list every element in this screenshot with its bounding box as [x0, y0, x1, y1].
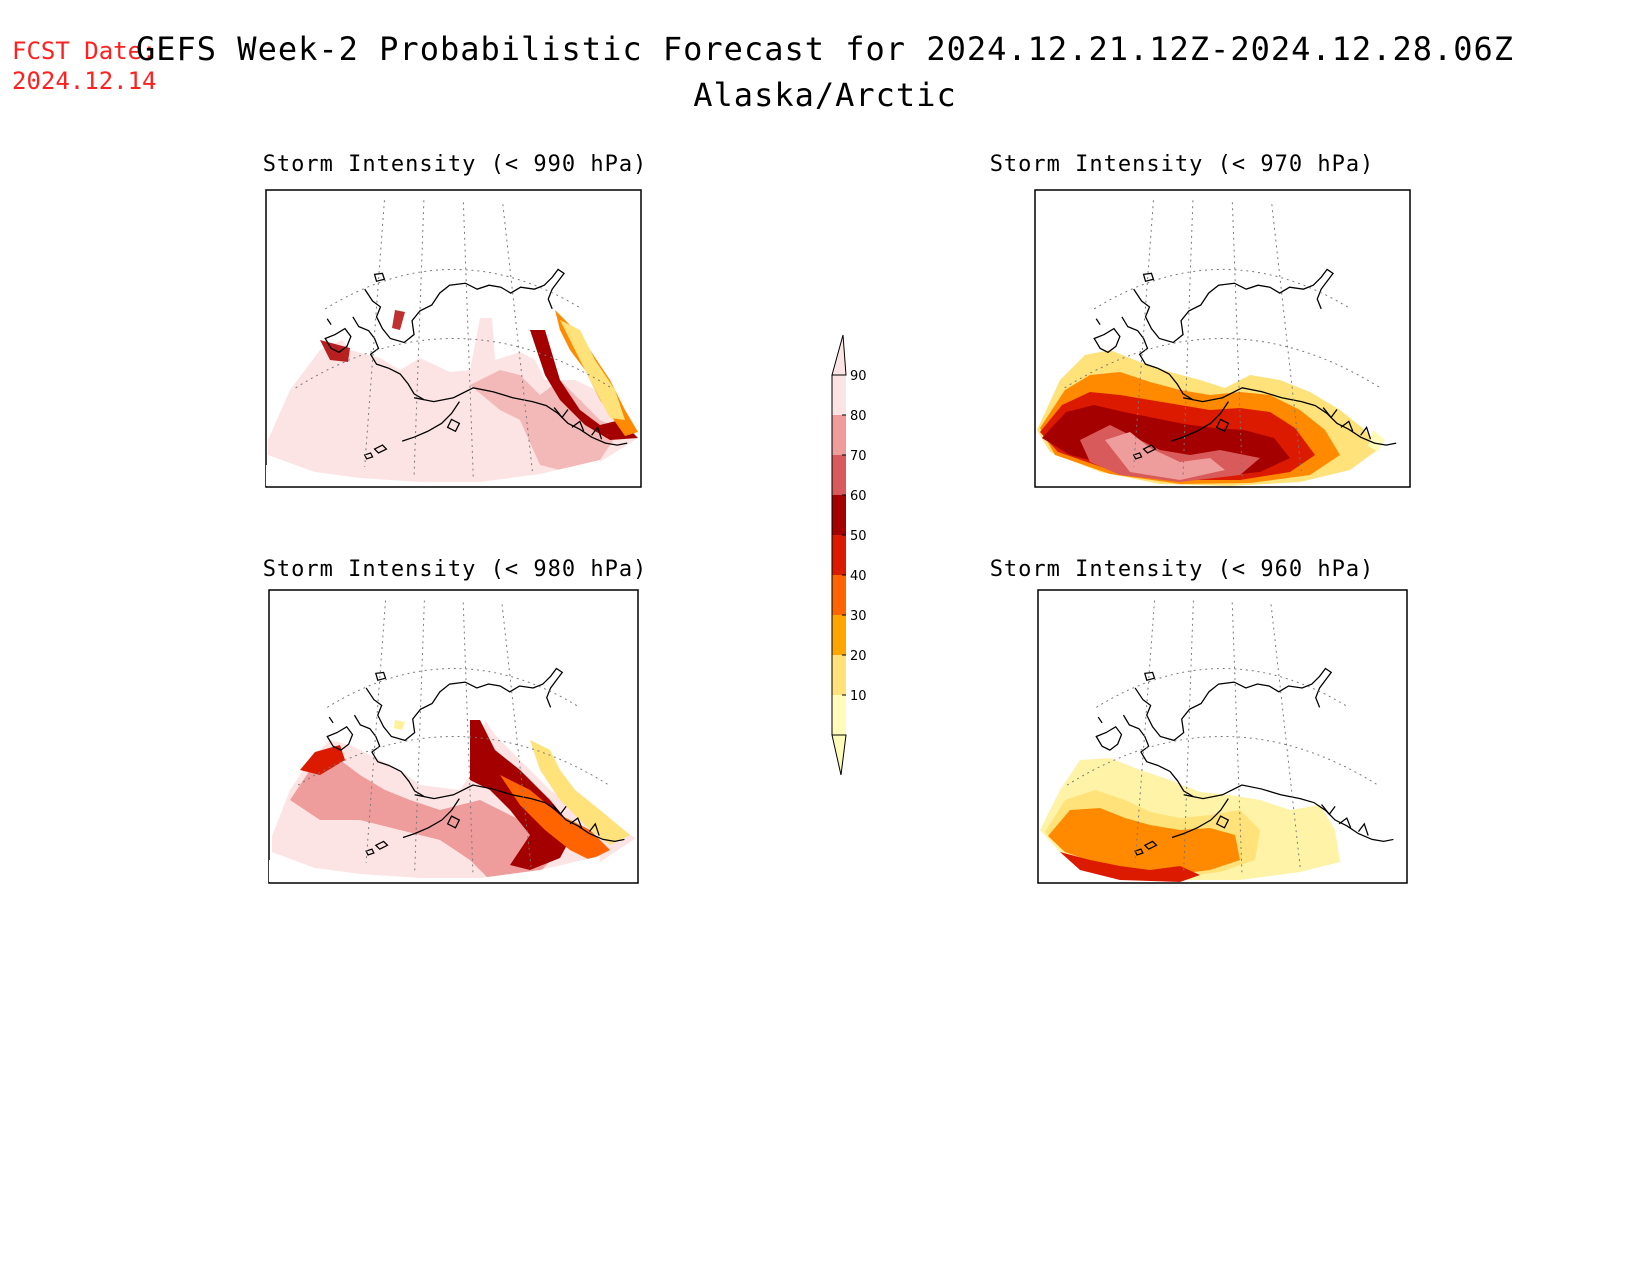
colorbar-bottom-end [831, 734, 847, 776]
map-panel-980 [268, 589, 639, 884]
colorbar-tick-label: 40 [850, 569, 867, 584]
colorbar: 10 20 30 40 50 60 70 80 90 [831, 334, 867, 776]
colorbar-box [832, 695, 846, 735]
forecast-date-label: FCST Date: [12, 37, 157, 65]
colorbar-tick-label: 60 [850, 489, 867, 504]
main-title-region: Alaska/Arctic [693, 76, 957, 114]
forecast-date-value: 2024.12.14 [12, 67, 157, 95]
colorbar-box [832, 415, 846, 455]
colorbar-tick-label: 30 [850, 609, 867, 624]
colorbar-box [832, 455, 846, 495]
colorbar-tick-label: 20 [850, 649, 867, 664]
map-panel-990 [265, 189, 642, 488]
map-panel-960 [1037, 589, 1408, 884]
panel-title-960: Storm Intensity (< 960 hPa) [989, 557, 1375, 582]
colorbar-tick-label: 10 [850, 689, 867, 704]
map-panel-970 [1034, 189, 1411, 488]
colorbar-box [832, 495, 846, 535]
main-title: GEFS Week-2 Probabilistic Forecast for 2… [0, 30, 1650, 114]
panel-title-970: Storm Intensity (< 970 hPa) [989, 152, 1375, 177]
panel-title-990: Storm Intensity (< 990 hPa) [262, 152, 648, 177]
colorbar-top-end [831, 334, 847, 376]
forecast-date: FCST Date: 2024.12.14 [12, 36, 157, 96]
colorbar-box [832, 615, 846, 655]
colorbar-tick-label: 50 [850, 529, 867, 544]
colorbar-tick-label: 90 [850, 369, 867, 384]
colorbar-box [832, 375, 846, 415]
colorbar-box [832, 575, 846, 615]
colorbar-tick-label: 70 [850, 449, 867, 464]
colorbar-box [832, 535, 846, 575]
colorbar-tick-label: 80 [850, 409, 867, 424]
main-title-line1: GEFS Week-2 Probabilistic Forecast for 2… [135, 30, 1515, 68]
colorbar-box [832, 655, 846, 695]
panel-title-980: Storm Intensity (< 980 hPa) [262, 557, 648, 582]
